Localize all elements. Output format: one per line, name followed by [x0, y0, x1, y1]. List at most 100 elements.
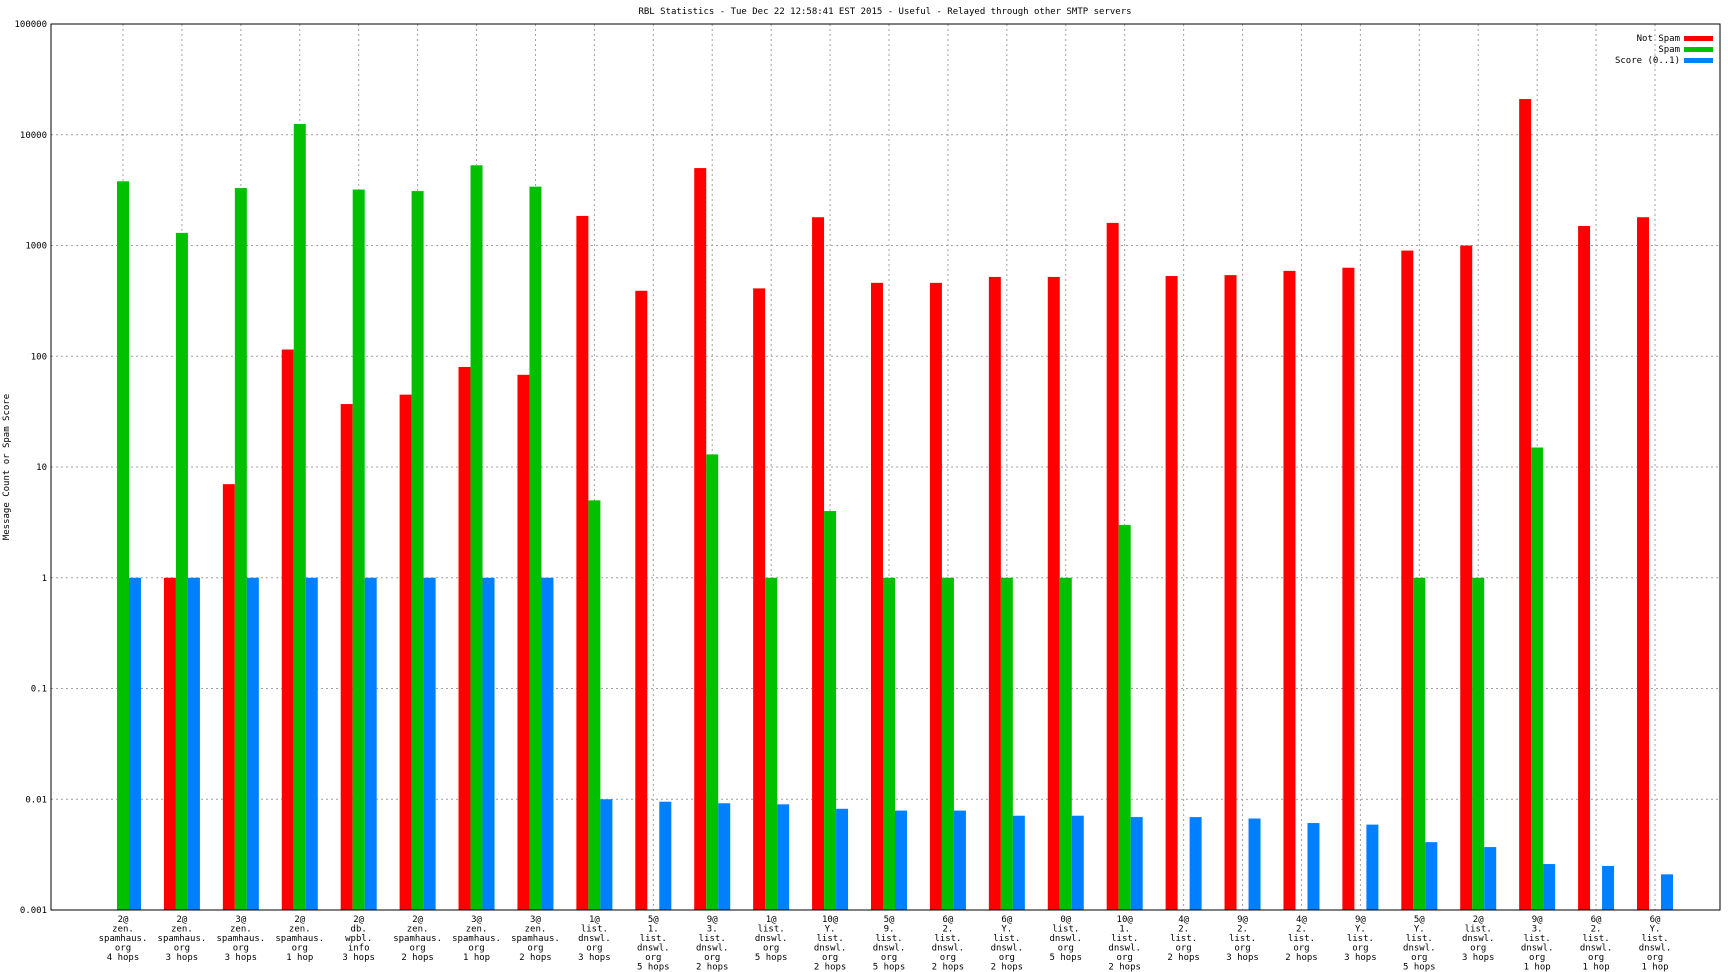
- bar-score-0-1: [1602, 865, 1615, 910]
- x-tick-label: 9@ 2. list. org 3 hops: [1226, 915, 1259, 963]
- bar-score-0-1: [1425, 842, 1438, 910]
- plot-frame: [50, 23, 1721, 911]
- bar-not-spam: [1637, 217, 1649, 910]
- x-tick-label: 0@ list. dnswl. org 5 hops: [1050, 915, 1083, 963]
- bar-score-0-1: [953, 810, 966, 910]
- bar-marks: [117, 99, 1673, 911]
- bar-not-spam: [812, 217, 825, 910]
- x-tick-label: 3@ zen. spamhaus. org 2 hops: [511, 915, 560, 963]
- x-tick-label: 6@ 2. list. dnswl. org 2 hops: [932, 915, 965, 972]
- x-tick-label: 6@ Y. list. dnswl. org 2 hops: [991, 915, 1024, 972]
- bar-not-spam: [694, 168, 707, 911]
- bar-spam: [529, 186, 542, 911]
- x-tick-label: 2@ zen. spamhaus. org 4 hops: [99, 915, 148, 963]
- bar-not-spam: [988, 276, 1001, 910]
- bar-score-0-1: [1661, 874, 1673, 910]
- bar-not-spam: [222, 484, 235, 910]
- bar-not-spam: [163, 577, 176, 910]
- bar-not-spam: [576, 215, 589, 910]
- x-tick-label: 5@ 9. list. dnswl. org 5 hops: [873, 915, 906, 972]
- bar-not-spam: [1519, 99, 1532, 911]
- bar-score-0-1: [129, 577, 141, 910]
- x-tick-label: 2@ zen. spamhaus. org 1 hop: [275, 915, 324, 963]
- bar-not-spam: [871, 282, 883, 910]
- legend-swatch: [1684, 36, 1713, 41]
- legend-label: Not Spam: [1637, 34, 1680, 44]
- bar-score-0-1: [895, 810, 907, 910]
- bar-not-spam: [1283, 270, 1296, 910]
- bar-score-0-1: [600, 799, 613, 910]
- bar-score-0-1: [187, 577, 200, 910]
- bar-spam: [175, 232, 188, 911]
- bar-score-0-1: [1366, 824, 1379, 910]
- bar-not-spam: [281, 349, 294, 910]
- bar-score-0-1: [1071, 815, 1084, 910]
- x-tick-label: 5@ 1. list. dnswl. org 5 hops: [637, 915, 670, 972]
- x-tick-label: 2@ db. wpbl. info 3 hops: [342, 915, 375, 963]
- x-tick-label: 6@ 2. list. dnswl. org 1 hop: [1580, 915, 1613, 972]
- chart-title: RBL Statistics - Tue Dec 22 12:58:41 EST…: [638, 7, 1131, 17]
- x-tick-label: 4@ 2. list. org 2 hops: [1285, 915, 1318, 963]
- bar-not-spam: [399, 394, 412, 910]
- bar-spam: [883, 577, 895, 910]
- x-tick-label: 10@ 1. list. dnswl. org 2 hops: [1108, 915, 1141, 972]
- bar-score-0-1: [1130, 817, 1143, 910]
- x-tick-label: 9@ Y. list. org 3 hops: [1344, 915, 1377, 963]
- y-tick-label: 0.01: [25, 795, 47, 805]
- x-tick-label: 9@ 3. list. dnswl. org 2 hops: [696, 915, 729, 972]
- y-tick-label: 0.1: [31, 685, 47, 695]
- bar-score-0-1: [1307, 823, 1320, 910]
- bar-score-0-1: [1248, 818, 1261, 910]
- y-tick-label: 0.001: [20, 906, 47, 916]
- bar-score-0-1: [1484, 847, 1497, 910]
- bar-not-spam: [1578, 225, 1591, 910]
- y-tick-label: 1000: [25, 242, 47, 252]
- y-tick-label: 100: [31, 352, 47, 362]
- bar-spam: [352, 189, 365, 911]
- bar-not-spam: [635, 290, 648, 911]
- bar-score-0-1: [423, 577, 436, 910]
- x-tick-label: 6@ Y. list. dnswl. org 1 hop: [1639, 915, 1672, 972]
- bar-not-spam: [1460, 245, 1473, 910]
- x-tick-label: 10@ Y. list. dnswl. org 2 hops: [814, 915, 847, 972]
- bar-spam: [765, 577, 778, 910]
- x-tick-label: 4@ 2. list. org 2 hops: [1167, 915, 1200, 963]
- bar-spam: [1531, 447, 1544, 910]
- y-tick-label: 10: [36, 463, 47, 473]
- bar-score-0-1: [541, 577, 554, 910]
- bar-spam: [1118, 524, 1131, 910]
- x-tick-label: 1@ list. dnswl. org 3 hops: [578, 915, 611, 963]
- bar-not-spam: [1224, 275, 1237, 910]
- bar-score-0-1: [836, 808, 849, 910]
- legend-label: Score (0..1): [1615, 56, 1680, 66]
- bar-score-0-1: [1189, 817, 1202, 910]
- bar-spam: [1059, 577, 1072, 910]
- bar-score-0-1: [1543, 864, 1556, 910]
- bar-spam: [470, 165, 483, 911]
- axis-ticks: 100000 10000 1000 100 10 1 0.1 0.01 0.001: [14, 20, 47, 916]
- bar-spam: [706, 454, 719, 910]
- x-tick-label: 2@ zen. spamhaus. org 3 hops: [158, 915, 207, 963]
- bar-spam: [1000, 577, 1013, 910]
- bar-not-spam: [1342, 267, 1355, 910]
- bar-spam: [941, 577, 954, 910]
- bar-score-0-1: [777, 804, 790, 910]
- bar-spam: [293, 124, 306, 911]
- bar-not-spam: [753, 288, 766, 911]
- y-tick-label: 10000: [20, 131, 47, 141]
- bar-spam: [411, 191, 424, 911]
- x-tick-label: 9@ 3. list. dnswl. org 1 hop: [1521, 915, 1554, 972]
- bar-score-0-1: [1012, 815, 1025, 910]
- legend-swatch: [1684, 58, 1713, 63]
- bar-score-0-1: [305, 577, 318, 910]
- y-tick-label: 100000: [14, 20, 47, 30]
- bar-spam: [588, 500, 601, 910]
- bar-score-0-1: [659, 801, 672, 910]
- bar-spam: [234, 188, 247, 910]
- x-tick-label: 2@ zen. spamhaus. org 2 hops: [393, 915, 442, 963]
- bar-spam: [1413, 577, 1426, 910]
- bar-not-spam: [1047, 276, 1060, 910]
- bar-not-spam: [1401, 250, 1414, 911]
